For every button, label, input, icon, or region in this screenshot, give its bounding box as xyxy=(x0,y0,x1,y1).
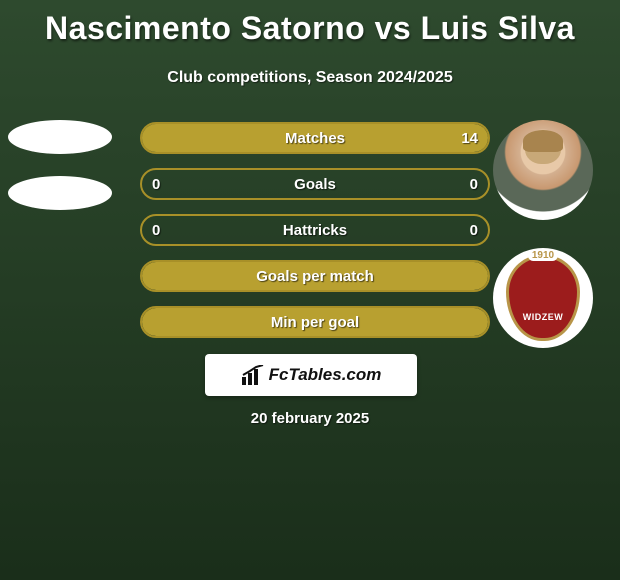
stat-bar: Goals per match xyxy=(140,260,490,292)
brand-box: FcTables.com xyxy=(205,354,417,396)
bar-label: Hattricks xyxy=(283,222,347,239)
bar-label: Min per goal xyxy=(271,314,359,331)
stat-bar: 0 0 Hattricks xyxy=(140,214,490,246)
stat-bar: 0 0 Goals xyxy=(140,168,490,200)
bar-value-right: 14 xyxy=(461,130,478,147)
comparison-title: Nascimento Satorno vs Luis Silva xyxy=(0,0,620,47)
right-player-photo xyxy=(493,120,593,220)
bar-value-left: 0 xyxy=(152,176,160,193)
right-player-column xyxy=(488,120,598,348)
bar-value-left: 0 xyxy=(152,222,160,239)
stat-bar: Min per goal xyxy=(140,306,490,338)
left-player-column xyxy=(8,120,118,232)
brand-chart-icon xyxy=(241,365,265,385)
comparison-subtitle: Club competitions, Season 2024/2025 xyxy=(0,69,620,87)
club-badge-shield xyxy=(506,255,580,341)
comparison-bars: 14 Matches 0 0 Goals 0 0 Hattricks Goals per mat… xyxy=(140,122,490,352)
bar-value-right: 0 xyxy=(470,176,478,193)
bar-label: Matches xyxy=(285,130,345,147)
brand-text: FcTables.com xyxy=(269,365,382,385)
snapshot-date: 20 february 2025 xyxy=(0,410,620,427)
bar-label: Goals xyxy=(294,176,336,193)
left-club-badge-placeholder xyxy=(8,176,112,210)
bar-value-right: 0 xyxy=(470,222,478,239)
bar-label: Goals per match xyxy=(256,268,374,285)
stat-bar: 14 Matches xyxy=(140,122,490,154)
right-club-badge xyxy=(493,248,593,348)
left-player-photo-placeholder xyxy=(8,120,112,154)
